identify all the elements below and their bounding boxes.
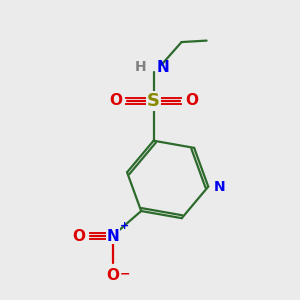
Text: O: O	[109, 94, 122, 109]
Text: O: O	[107, 268, 120, 284]
Text: N: N	[214, 180, 225, 194]
Text: +: +	[120, 221, 129, 231]
Text: S: S	[147, 92, 160, 110]
Text: −: −	[120, 268, 130, 281]
Text: N: N	[157, 60, 169, 75]
Text: H: H	[134, 60, 146, 74]
Text: N: N	[107, 229, 120, 244]
Text: O: O	[72, 229, 85, 244]
Text: O: O	[185, 94, 198, 109]
